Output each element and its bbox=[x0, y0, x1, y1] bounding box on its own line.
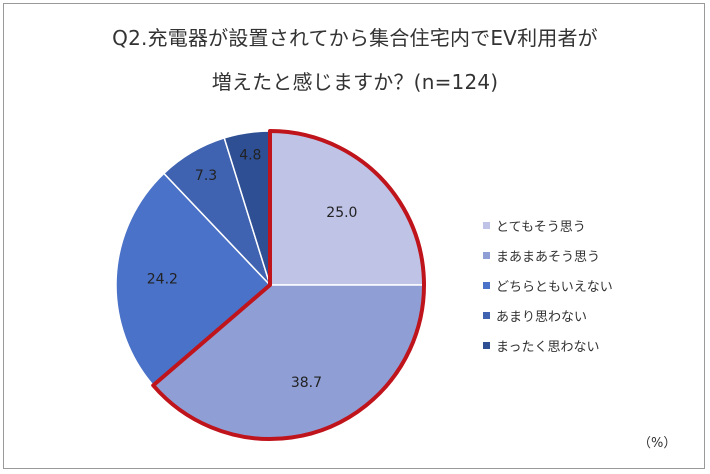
legend: とてもそう思う まあまあそう思う どちらともいえない あまり思わない まったく思わない bbox=[483, 210, 613, 360]
legend-label: まったく思わない bbox=[496, 339, 600, 355]
chart-frame bbox=[3, 3, 705, 469]
highlight-border bbox=[151, 129, 426, 441]
legend-label: あまり思わない bbox=[496, 309, 588, 325]
chart-title-line1: Q2.充電器が設置されてから集合住宅内でEV利用者が bbox=[112, 26, 598, 50]
legend-swatch bbox=[483, 251, 490, 259]
legend-item: あまり思わない bbox=[483, 300, 613, 330]
slice-value-label: 25.0 bbox=[326, 205, 357, 221]
legend-item: まあまあそう思う bbox=[483, 240, 613, 270]
slice-value-label: 4.8 bbox=[239, 148, 261, 164]
legend-label: とてもそう思う bbox=[496, 219, 586, 235]
legend-item: とてもそう思う bbox=[483, 210, 613, 240]
legend-label: どちらともいえない bbox=[496, 279, 613, 295]
legend-label: まあまあそう思う bbox=[496, 249, 601, 265]
legend-swatch bbox=[483, 311, 490, 319]
legend-swatch bbox=[483, 221, 490, 229]
legend-swatch bbox=[483, 281, 490, 289]
legend-item: まったく思わない bbox=[483, 330, 613, 360]
unit-label: （%） bbox=[638, 436, 677, 451]
slice-labels: 25.0 38.7 24.2 7.3 4.8 bbox=[147, 148, 358, 392]
highlight-outline bbox=[151, 129, 426, 441]
legend-swatch bbox=[483, 341, 490, 349]
slice-value-label: 7.3 bbox=[195, 168, 217, 184]
slice-value-label: 38.7 bbox=[291, 375, 322, 391]
chart-title-line2: 増えたと感じますか？(n=124) bbox=[211, 70, 499, 94]
legend-item: どちらともいえない bbox=[483, 270, 613, 300]
pie-slice bbox=[115, 172, 272, 387]
slice-value-label: 24.2 bbox=[147, 272, 178, 288]
